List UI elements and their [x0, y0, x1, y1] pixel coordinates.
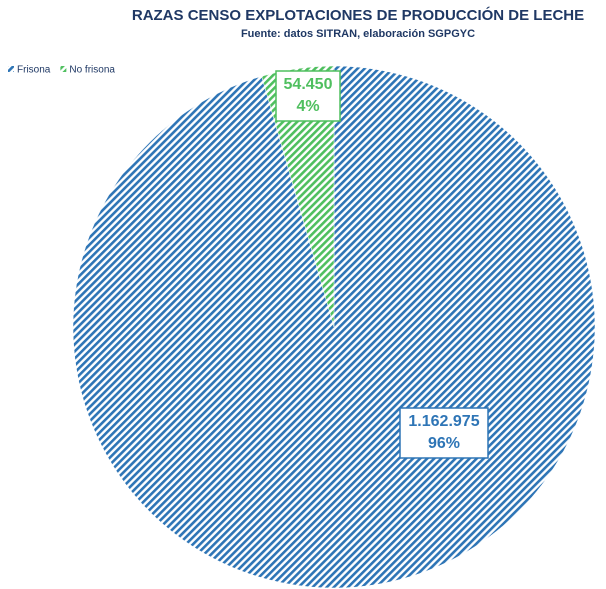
chart-title: RAZAS CENSO EXPLOTACIONES DE PRODUCCIÓN … [132, 6, 584, 24]
label-box [399, 407, 489, 459]
legend: Frisona No frisona [8, 65, 115, 76]
label-box [275, 70, 341, 122]
pie [72, 65, 596, 589]
legend-swatch [8, 66, 14, 72]
value-label: 54.450 [284, 76, 333, 93]
labels: 1.162.975 96% 54.450 4% [275, 70, 489, 459]
legend-label: No frisona [69, 65, 115, 76]
legend-label: Frisona [17, 65, 51, 76]
legend-swatch [60, 66, 67, 72]
chart-subtitle: Fuente: datos SITRAN, elaboración SGPGYC [241, 28, 475, 40]
pie-slice [261, 65, 335, 328]
value-label: 1.162.975 [408, 413, 479, 430]
percent-label: 4% [296, 98, 319, 115]
percent-label: 96% [428, 435, 460, 452]
